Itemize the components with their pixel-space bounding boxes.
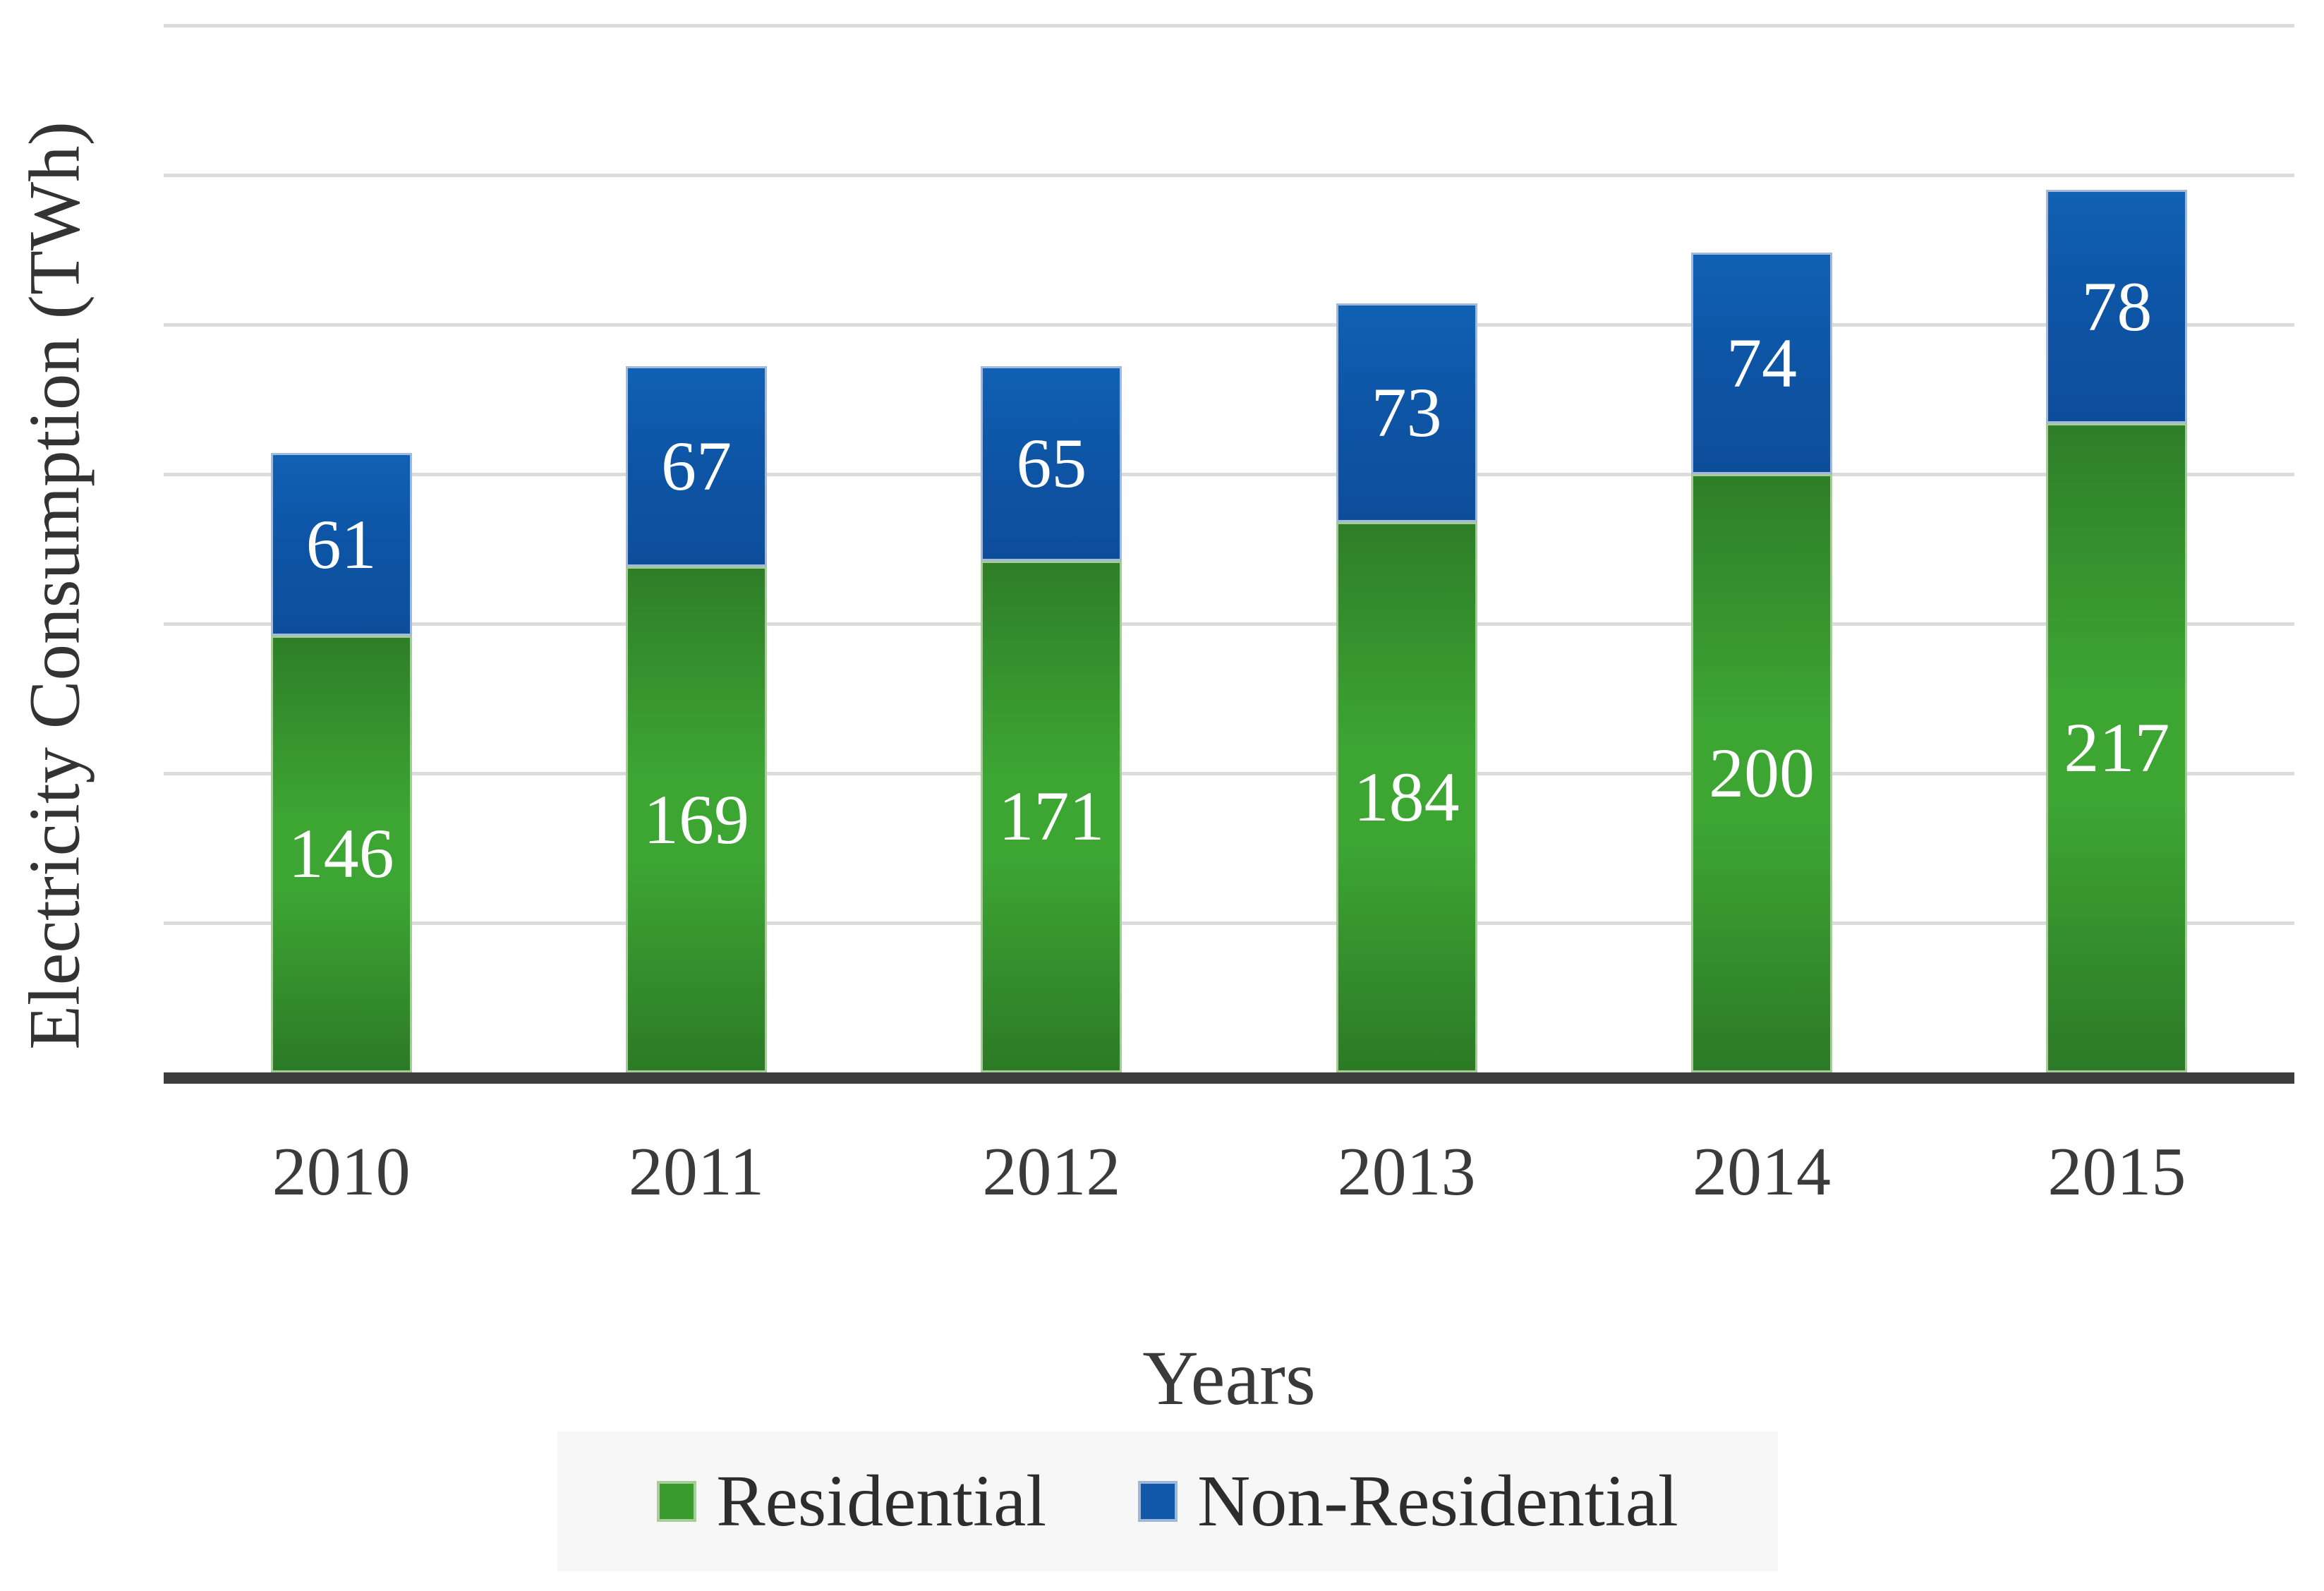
gridline-200: [164, 472, 2294, 476]
x-tick-label-2010: 2010: [272, 1134, 411, 1210]
x-tick-label-2014: 2014: [1693, 1134, 1831, 1210]
residential-value-2015: 217: [2064, 708, 2170, 787]
x-tick-label-2013: 2013: [1337, 1134, 1476, 1210]
bar-2014: 200 74: [1691, 253, 1832, 1072]
gridline-50: [164, 921, 2294, 925]
gridline-150: [164, 622, 2294, 626]
x-tick-label-2011: 2011: [628, 1134, 765, 1210]
non-residential-segment-2011: 67: [626, 366, 767, 567]
residential-segment-2012: 171: [981, 560, 1122, 1072]
residential-value-2012: 171: [998, 777, 1105, 856]
gridline-300: [164, 173, 2294, 177]
non-residential-segment-2012: 65: [981, 366, 1122, 561]
x-axis-line: [164, 1072, 2294, 1084]
non-residential-value-2015: 78: [2081, 267, 2153, 346]
x-tick-label-2012: 2012: [982, 1134, 1121, 1210]
gridline-250: [164, 322, 2294, 327]
non-residential-segment-2015: 78: [2046, 190, 2188, 423]
non-residential-segment-2013: 73: [1336, 303, 1477, 522]
non-residential-value-2012: 65: [1016, 424, 1087, 503]
non-residential-swatch-icon: [1138, 1481, 1178, 1522]
non-residential-value-2014: 74: [1726, 324, 1797, 403]
residential-segment-2010: 146: [270, 635, 412, 1072]
residential-segment-2014: 200: [1691, 474, 1832, 1072]
x-axis-title: Years: [1142, 1335, 1316, 1421]
y-axis-title: Electricity Consumption (TWh): [14, 121, 95, 1050]
residential-value-2014: 200: [1709, 734, 1815, 812]
legend: Residential Non-Residential: [557, 1432, 1778, 1571]
legend-label-non-residential: Non-Residential: [1197, 1460, 1678, 1542]
gridline-100: [164, 771, 2294, 775]
non-residential-segment-2014: 74: [1691, 253, 1832, 474]
gridline-350: [164, 23, 2294, 28]
x-tick-label-2015: 2015: [2047, 1134, 2186, 1210]
bar-2013: 184 73: [1336, 303, 1477, 1072]
bar-2012: 171 65: [981, 366, 1122, 1072]
residential-value-2013: 184: [1353, 757, 1460, 836]
residential-segment-2013: 184: [1336, 521, 1477, 1072]
non-residential-value-2010: 61: [305, 504, 377, 583]
residential-swatch-icon: [657, 1481, 697, 1522]
non-residential-value-2013: 73: [1371, 373, 1442, 452]
residential-value-2011: 169: [643, 780, 749, 859]
bar-2015: 217 78: [2046, 190, 2188, 1072]
bar-2011: 169 67: [626, 366, 767, 1072]
legend-label-residential: Residential: [716, 1460, 1047, 1542]
bar-2010: 146 61: [270, 453, 412, 1072]
non-residential-value-2011: 67: [661, 427, 732, 506]
residential-value-2010: 146: [288, 814, 394, 893]
non-residential-segment-2010: 61: [270, 453, 412, 636]
plot-area: 146 61 169 67 171 65 184 73 200 74 217 78: [164, 23, 2294, 1072]
residential-segment-2011: 169: [626, 567, 767, 1072]
residential-segment-2015: 217: [2046, 423, 2188, 1072]
legend-item-non-residential: Non-Residential: [1138, 1465, 1678, 1538]
legend-item-residential: Residential: [657, 1465, 1046, 1538]
